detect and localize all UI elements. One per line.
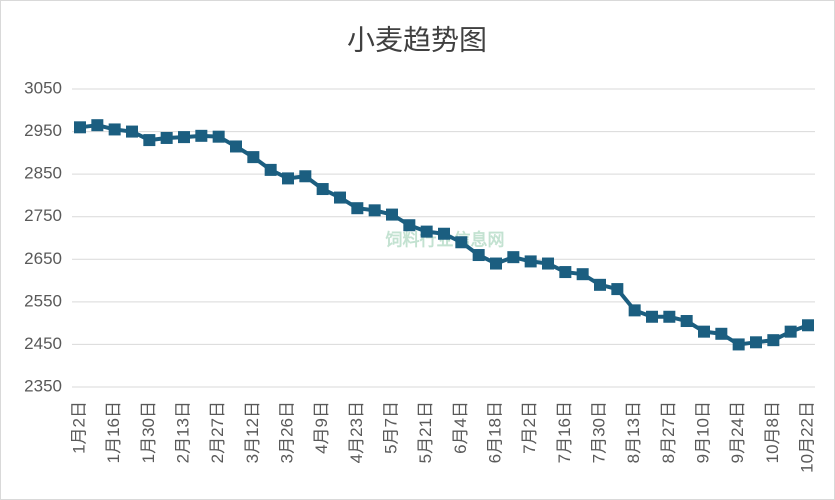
data-point	[490, 257, 502, 270]
data-point	[455, 236, 468, 249]
data-point	[438, 227, 450, 240]
x-tick-label: 1月2日	[69, 401, 88, 454]
x-tick-label: 10月8日	[763, 401, 782, 463]
data-point	[576, 268, 589, 281]
data-point	[715, 327, 728, 340]
data-point	[91, 119, 104, 132]
data-point	[507, 251, 520, 264]
x-tick-label: 2月27日	[208, 401, 227, 463]
y-tick-label: 2350	[24, 376, 62, 395]
x-tick-label: 5月7日	[381, 401, 400, 454]
data-point	[316, 183, 329, 196]
x-tick-label: 3月12日	[243, 401, 262, 463]
data-point	[524, 255, 537, 268]
chart-title: 小麦趋势图	[347, 24, 487, 55]
data-point	[264, 163, 277, 176]
x-tick-label: 3月26日	[277, 401, 296, 463]
y-tick-label: 2850	[24, 164, 62, 183]
data-point	[212, 130, 225, 143]
x-tick-label: 8月27日	[659, 401, 678, 463]
data-point	[698, 325, 710, 338]
data-point	[559, 266, 572, 279]
y-tick-label: 3050	[24, 78, 62, 97]
x-tick-label: 9月10日	[693, 401, 712, 463]
y-tick-label: 2550	[24, 291, 62, 310]
data-point	[368, 204, 381, 217]
x-tick-label: 8月13日	[624, 401, 643, 463]
data-point	[74, 121, 86, 134]
x-tick-label: 6月18日	[485, 401, 504, 463]
data-point	[386, 208, 398, 221]
data-point	[160, 131, 173, 144]
data-point	[646, 310, 658, 323]
data-point	[680, 315, 693, 328]
data-point	[108, 123, 121, 136]
x-tick-label: 7月30日	[589, 401, 608, 463]
data-point	[420, 225, 433, 238]
data-point	[126, 125, 138, 138]
x-tick-label: 6月4日	[451, 401, 470, 454]
data-point	[195, 129, 208, 142]
y-tick-label: 2650	[24, 249, 62, 268]
x-tick-label: 5月21日	[416, 401, 435, 463]
data-point	[594, 278, 606, 291]
data-point	[334, 191, 346, 204]
data-point	[403, 219, 416, 232]
data-point	[611, 283, 624, 296]
data-point	[784, 325, 797, 338]
x-tick-label: 4月23日	[347, 401, 366, 463]
data-point	[351, 202, 364, 215]
x-tick-label: 1月16日	[104, 401, 123, 463]
data-point	[299, 170, 312, 183]
data-point	[750, 336, 762, 349]
y-tick-label: 2750	[24, 206, 62, 225]
x-tick-label: 10月22日	[797, 401, 816, 473]
x-tick-label: 9月24日	[728, 401, 747, 463]
y-tick-label: 2450	[24, 334, 62, 353]
data-point	[663, 310, 676, 323]
x-tick-label: 4月9日	[312, 401, 331, 454]
x-tick-label: 7月16日	[555, 401, 574, 463]
data-point	[732, 338, 745, 351]
data-point	[178, 131, 190, 144]
data-point	[628, 304, 641, 317]
data-point	[542, 257, 554, 270]
x-tick-label: 1月30日	[139, 401, 158, 463]
x-tick-label: 2月13日	[173, 401, 192, 463]
data-point	[767, 334, 780, 347]
data-point	[143, 134, 156, 147]
data-point	[230, 140, 242, 153]
data-point	[282, 172, 294, 185]
data-point	[472, 249, 485, 262]
data-point	[247, 151, 260, 164]
y-tick-label: 2950	[24, 121, 62, 140]
x-tick-label: 7月2日	[520, 401, 539, 454]
data-point	[802, 319, 814, 332]
